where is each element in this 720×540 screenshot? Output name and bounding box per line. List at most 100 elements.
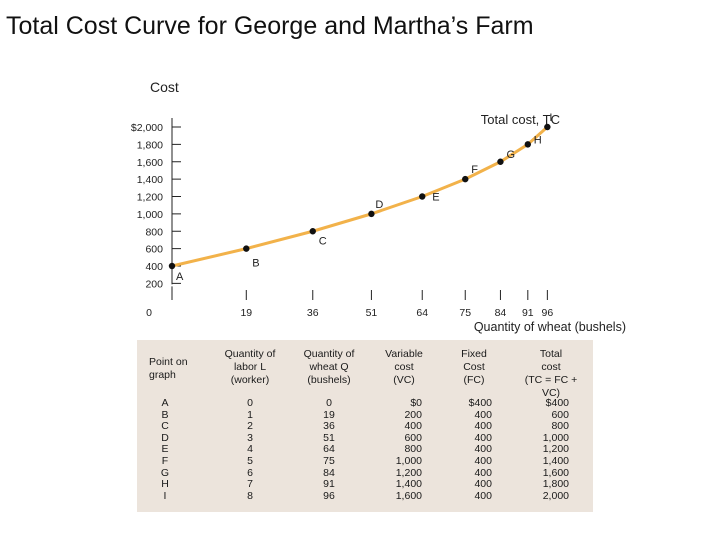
x-axis-label: Quantity of wheat (bushels) [474,320,626,334]
table-cell: F [161,455,169,467]
table-cell: 400 [474,431,492,444]
data-point [524,141,532,148]
y-tick-label: 200 [145,278,163,290]
y-tick-label: 600 [145,244,163,256]
x-tick-label: 64 [416,307,428,319]
table-header: Total cost (TC = FC + VC) [510,348,592,400]
table-header-line: (bushels) [307,374,351,386]
table-cell: 0 [326,397,332,409]
x-tick-label: 96 [542,307,554,319]
table-cell: 84 [323,466,335,479]
table-cell: $400 [468,397,492,409]
data-point [168,262,176,270]
table-cell: 600 [551,408,569,421]
y-tick-label: 1,200 [137,192,163,204]
table-header-line: Variable [385,348,423,360]
y-tick-label: 800 [145,226,163,238]
point-label: I [549,112,552,124]
table-header-line: VC) [541,387,561,399]
table-cell: 400 [474,466,492,479]
table-cell: 8 [247,489,253,502]
table-header-line: (TC = FC + [524,374,578,386]
table-header: Point on graph [149,356,219,382]
table-header: Quantity of labor L (worker) [210,348,290,387]
table-cell: 400 [474,478,492,491]
x-tick-label: 19 [240,307,252,319]
table-cell: H [161,478,169,491]
table-header-line: Quantity of [224,348,276,360]
table-cell: 2 [247,420,253,433]
table-cell: 36 [323,420,335,433]
table-cell: 7 [247,478,253,491]
point-label: B [252,258,259,270]
table-cell: 1,600 [395,489,422,502]
x-tick-label: 0 [146,307,152,319]
data-point [368,210,375,218]
table-cell: 51 [323,431,335,444]
data-point [497,158,504,165]
table-header: Fixed Cost (FC) [444,348,504,387]
table-header-line: wheat Q [309,361,349,373]
table-cell: 400 [474,420,492,433]
table-header-line: (worker) [230,374,270,386]
table-cell: 400 [474,455,492,467]
cost-table: Point on graph Quantity of labor L (worker) Q… [137,340,593,512]
table-cell: I [163,489,167,502]
table-cell: A [161,397,169,409]
y-axis-label: Cost [150,79,179,95]
table-cell: 2,000 [542,489,569,502]
x-tick-label: 36 [307,307,319,319]
table-header-line: graph [149,369,176,381]
table-header-line: (FC) [463,374,485,386]
table-cell: 4 [247,443,253,456]
table-cell: C [161,420,169,433]
x-tick-label: 75 [459,307,471,319]
table-cell: 400 [474,489,492,502]
table-cell: 400 [474,443,492,456]
table-cell: G [160,466,170,479]
table-cell: 400 [474,408,492,421]
data-point [419,193,426,200]
total-cost-curve [171,125,549,268]
table-header-line: Fixed [461,348,487,360]
table-cell: 400 [404,420,422,433]
table-cell: $0 [410,397,422,409]
table-cell: 1,200 [542,443,569,456]
y-tick-label: 400 [145,261,163,273]
table-header: Quantity of wheat Q (bushels) [289,348,369,387]
data-point [544,123,551,131]
table-cell: 1,400 [395,478,422,491]
table-cell: 64 [323,443,335,456]
table-cell: B [161,408,169,421]
curve-label: Total cost, TC [481,112,560,127]
table-header-line: cost [541,361,561,373]
point-label: C [319,235,327,247]
y-tick-label: $2,000 [131,122,163,134]
table-cell: 75 [323,455,335,467]
table-cell: 96 [323,489,335,502]
y-tick-label: 1,800 [137,139,163,151]
table-header-line: Point on [149,356,188,368]
point-label: A [176,271,184,283]
table-header-line: labor L [233,361,267,373]
table-cell: 1,000 [395,455,422,467]
table-cell: E [161,443,169,456]
table-cell: 1 [247,408,253,421]
y-tick-label: 1,000 [137,209,163,221]
table-cell: D [161,431,169,444]
table-header-line: Quantity of [303,348,355,360]
table-header: Variable cost (VC) [369,348,439,387]
table-cell: 800 [551,420,569,433]
table-cell: 800 [404,443,422,456]
point-label: G [506,149,515,161]
point-label: D [375,199,383,211]
table-cell: $400 [545,397,569,409]
table-cell: 600 [404,431,422,444]
table-cell: 1,800 [542,478,569,491]
table-header-line: Total [539,348,563,360]
x-tick-label: 91 [522,307,534,319]
table-cell: 1,200 [395,466,422,479]
point-label: E [432,192,439,204]
table-header-line: cost [394,361,414,373]
table-cell: 1,400 [542,455,569,467]
